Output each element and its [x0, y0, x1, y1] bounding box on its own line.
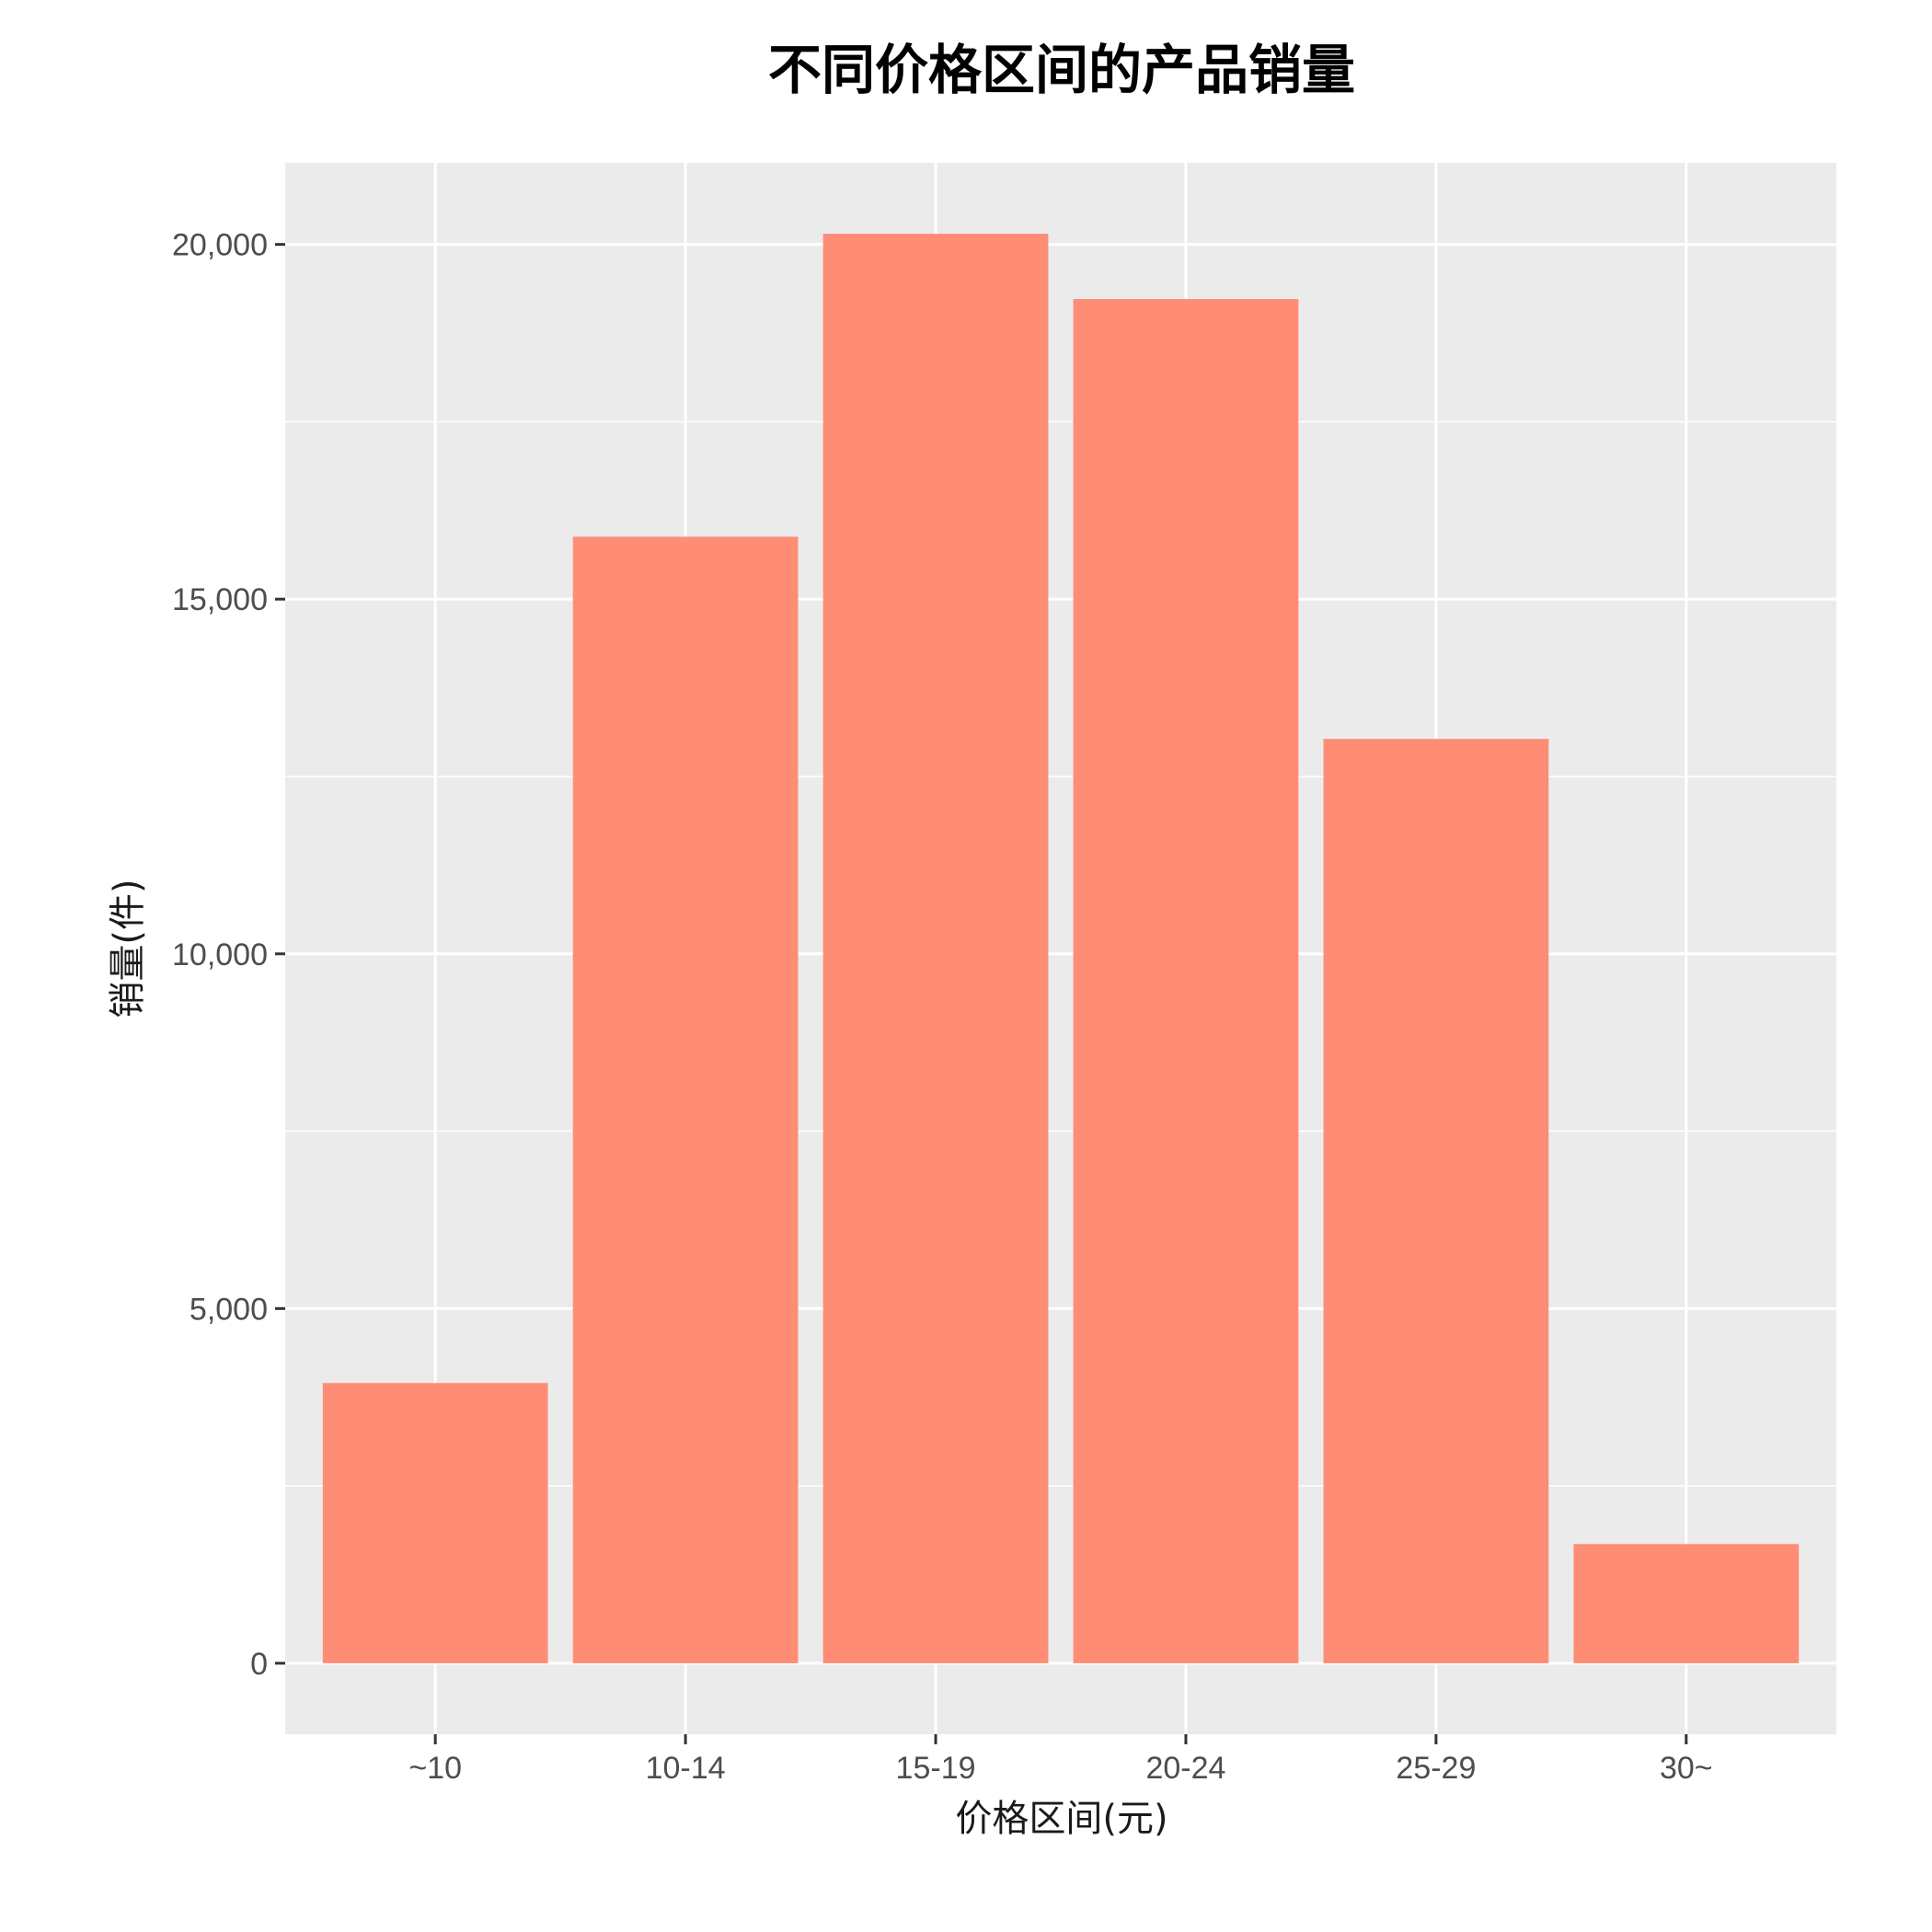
bar [1073, 299, 1299, 1663]
x-tick-label: 10-14 [646, 1751, 726, 1786]
y-tick-label: 15,000 [172, 582, 268, 617]
bar [1573, 1544, 1800, 1663]
y-axis-title: 销量(件) [107, 879, 149, 1018]
chart-title: 不同价格区间的产品销量 [768, 39, 1355, 101]
bar [822, 234, 1049, 1663]
y-tick-label: 20,000 [172, 228, 268, 263]
bar [572, 536, 799, 1663]
x-tick-label: 15-19 [896, 1751, 976, 1786]
x-tick-label: 20-24 [1145, 1751, 1225, 1786]
x-axis-title: 价格区间(元) [955, 1798, 1167, 1840]
bars [322, 234, 1800, 1663]
x-tick-label: 25-29 [1396, 1751, 1476, 1786]
bar [1323, 739, 1549, 1663]
y-tick-label: 10,000 [172, 937, 268, 972]
x-tick-label: ~10 [408, 1751, 462, 1786]
y-tick-label: 5,000 [190, 1292, 268, 1327]
bar [322, 1383, 548, 1663]
y-tick-label: 0 [250, 1647, 268, 1682]
x-tick-label: 30~ [1660, 1751, 1713, 1786]
axes: 0 5,000 10,000 15,000 20,000 ~10 10-14 15-19 20-… [172, 228, 1713, 1786]
